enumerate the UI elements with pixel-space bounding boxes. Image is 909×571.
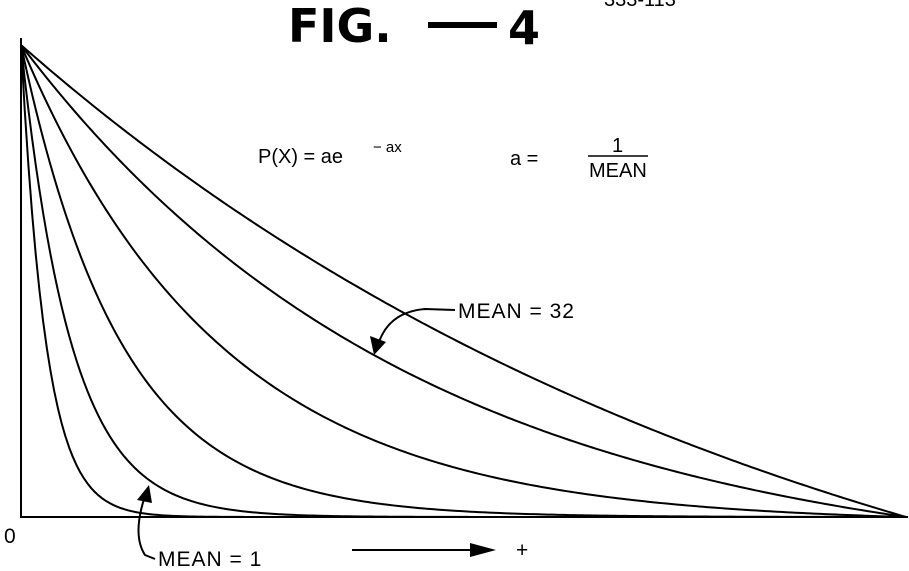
mean-32-arrowhead xyxy=(370,336,386,355)
density-formula: P(X) = ae − ax xyxy=(258,139,402,168)
figure-title-number: 4 xyxy=(508,1,540,55)
decay-curve-mean-4 xyxy=(20,44,906,518)
mean-1-annotation: MEAN = 1 xyxy=(137,485,262,571)
rate-formula-numerator: 1 xyxy=(612,135,623,157)
rate-formula: a = 1 MEAN xyxy=(510,135,648,182)
decay-curve-mean-16 xyxy=(20,44,907,518)
decay-curve-mean-32 xyxy=(20,44,907,518)
density-formula-exponent: − ax xyxy=(373,139,402,156)
rate-formula-lhs: a = xyxy=(510,148,538,170)
rate-formula-denominator: MEAN xyxy=(589,160,647,182)
mean-32-label: MEAN = 32 xyxy=(458,300,575,323)
direction-plus-label: + xyxy=(516,539,529,562)
decay-curve-mean-8 xyxy=(20,44,907,518)
origin-label: 0 xyxy=(4,525,17,548)
figure-title-prefix: FIG. xyxy=(288,0,392,53)
mean-32-annotation: MEAN = 32 xyxy=(370,300,575,355)
mean-32-leader-line xyxy=(377,307,456,346)
figure-title: FIG. 4 xyxy=(288,0,540,55)
density-formula-main: P(X) = ae xyxy=(258,146,343,168)
mean-1-leader-line xyxy=(137,495,156,560)
direction-indicator: + xyxy=(352,539,529,562)
mean-1-label: MEAN = 1 xyxy=(158,548,262,571)
curve-group xyxy=(20,44,907,518)
decay-curve-mean-1 xyxy=(20,44,906,518)
corner-reference-text: 333-113 xyxy=(604,0,676,11)
decay-curve-mean-2 xyxy=(20,44,906,518)
mean-1-arrowhead xyxy=(137,485,152,503)
direction-arrowhead xyxy=(470,543,496,557)
